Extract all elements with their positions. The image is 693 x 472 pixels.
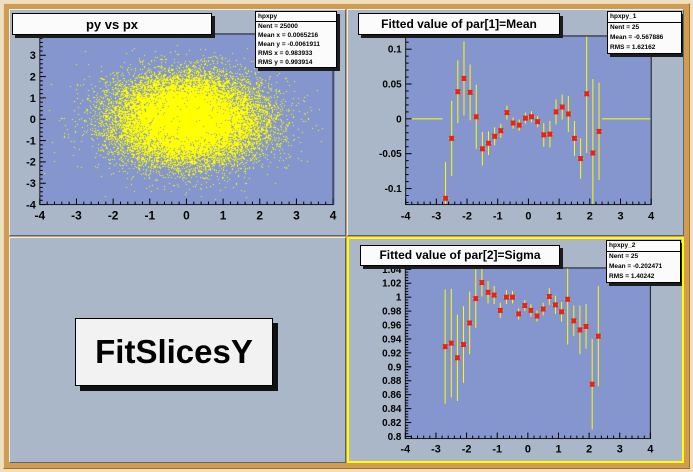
svg-text:0.86: 0.86 — [382, 390, 402, 401]
svg-text:0.92: 0.92 — [382, 348, 402, 359]
pads-grid: -4 -3 -2 -1 0 1 2 3 4 4 3 2 1 0 -1 -2 -3 -4 py vs px hpxp… — [9, 9, 684, 463]
svg-text:4: 4 — [647, 443, 653, 455]
pad-scatter[interactable]: -4-3-2-10123443210-1-2-3-4 py vs px hpxp… — [9, 9, 346, 236]
svg-text:-0.1: -0.1 — [385, 184, 403, 195]
svg-text:0.05: 0.05 — [382, 79, 402, 90]
pad-fitted-mean[interactable]: -4 -3 -2 -1 0 1 2 3 4 0.1 0.05 0 -0.05 -0.1 Fitted va… — [347, 9, 684, 236]
sigma-title-box[interactable]: Fitted value of par[2]=Sigma — [360, 244, 560, 266]
svg-text:0: 0 — [183, 209, 190, 223]
svg-text:0: 0 — [396, 114, 402, 125]
pad-fitted-sigma[interactable]: -4 -3 -2 -1 0 1 2 3 4 1.04 1.02 1 0.98 0.96 0.94 0.92 0.… — [347, 236, 684, 463]
svg-text:2: 2 — [586, 443, 592, 455]
svg-text:2: 2 — [30, 71, 36, 83]
sigma-errorbar-plot: -4 -3 -2 -1 0 1 2 3 4 1.04 1.02 1 0.98 0.96 0.94 0.92 0.… — [382, 264, 653, 455]
stats-line: RMS = 1.40242 — [609, 272, 655, 280]
svg-text:-4: -4 — [401, 211, 412, 223]
svg-text:2: 2 — [256, 209, 263, 223]
svg-text:-3: -3 — [431, 443, 441, 455]
pad-label[interactable]: FitSlicesY — [9, 236, 346, 463]
svg-text:0.88: 0.88 — [382, 376, 402, 387]
svg-text:-3: -3 — [26, 178, 36, 190]
svg-text:-4: -4 — [35, 209, 46, 223]
svg-text:0.98: 0.98 — [382, 306, 402, 317]
svg-text:4: 4 — [330, 209, 337, 223]
stats-line: Mean = -0.202471 — [609, 262, 663, 270]
stats-line: Nent = 25000 — [258, 23, 298, 30]
sigma-stats-box[interactable]: hpxpy_2 Nent = 25 Mean = -0.202471 RMS =… — [606, 239, 681, 283]
mean-stats-box[interactable]: hpxpy_1 Nent = 25 Mean = -0.567886 RMS =… — [607, 11, 682, 54]
svg-text:-4: -4 — [400, 443, 410, 455]
stats-line: Nent = 25 — [610, 24, 640, 31]
svg-text:3: 3 — [293, 209, 300, 223]
svg-text:1.04: 1.04 — [382, 264, 402, 275]
svg-text:0: 0 — [30, 114, 36, 126]
svg-text:3: 3 — [617, 211, 623, 223]
svg-text:1: 1 — [30, 93, 36, 105]
svg-text:-2: -2 — [462, 211, 472, 223]
svg-text:-4: -4 — [26, 199, 37, 211]
svg-text:-1: -1 — [492, 443, 502, 455]
svg-text:-2: -2 — [108, 209, 119, 223]
svg-text:-3: -3 — [431, 211, 441, 223]
svg-text:-2: -2 — [26, 157, 36, 169]
svg-text:-1: -1 — [493, 211, 503, 223]
svg-text:1: 1 — [396, 292, 402, 303]
svg-text:-1: -1 — [26, 135, 36, 147]
stats-line: RMS = 1.62162 — [610, 44, 656, 51]
mean-title-box[interactable]: Fitted value of par[1]=Mean — [358, 13, 560, 35]
stats-hist-name: hpxpy — [256, 12, 336, 22]
stats-line: RMS x = 0.983933 — [258, 50, 313, 57]
svg-text:-0.05: -0.05 — [379, 149, 402, 160]
svg-text:-2: -2 — [462, 443, 472, 455]
svg-text:-3: -3 — [71, 209, 82, 223]
svg-text:1.02: 1.02 — [382, 278, 402, 289]
stats-line: Mean = -0.567886 — [610, 34, 664, 41]
svg-text:0.84: 0.84 — [382, 404, 402, 415]
stats-hist-name: hpxpy_2 — [607, 241, 680, 252]
fitslicesy-label: FitSlicesY — [95, 332, 253, 370]
stats-line: Nent = 25 — [609, 252, 639, 260]
svg-text:1: 1 — [220, 209, 227, 223]
scatter-title-box[interactable]: py vs px — [12, 13, 212, 35]
svg-text:3: 3 — [30, 50, 36, 62]
svg-text:0.9: 0.9 — [388, 362, 402, 373]
svg-text:0: 0 — [525, 211, 531, 223]
stats-line: Mean x = 0.0065216 — [258, 32, 319, 39]
svg-text:2: 2 — [587, 211, 593, 223]
svg-text:0.96: 0.96 — [382, 320, 402, 331]
svg-text:-1: -1 — [144, 209, 155, 223]
svg-text:0.82: 0.82 — [382, 417, 402, 428]
svg-text:1: 1 — [556, 211, 562, 223]
mean-errorbar-plot: -4 -3 -2 -1 0 1 2 3 4 0.1 0.05 0 -0.05 -0.1 — [379, 35, 655, 223]
fitslicesy-label-box[interactable]: FitSlicesY — [75, 317, 273, 386]
scatter-stats-box[interactable]: hpxpy Nent = 25000 Mean x = 0.0065216 Me… — [255, 11, 337, 68]
stats-hist-name: hpxpy_1 — [608, 12, 681, 23]
stats-line: Mean y = -0.0061911 — [258, 41, 320, 48]
mean-title: Fitted value of par[1]=Mean — [381, 17, 537, 31]
svg-text:0: 0 — [525, 443, 531, 455]
sigma-title: Fitted value of par[2]=Sigma — [379, 248, 541, 262]
svg-text:0.8: 0.8 — [388, 431, 402, 442]
svg-text:0.94: 0.94 — [382, 334, 402, 345]
svg-text:1: 1 — [555, 443, 561, 455]
svg-text:4: 4 — [648, 211, 655, 223]
scatter-title: py vs px — [85, 16, 139, 32]
stats-line: RMS y = 0.993914 — [258, 59, 313, 66]
svg-text:3: 3 — [617, 443, 623, 455]
svg-text:0.1: 0.1 — [388, 45, 402, 56]
